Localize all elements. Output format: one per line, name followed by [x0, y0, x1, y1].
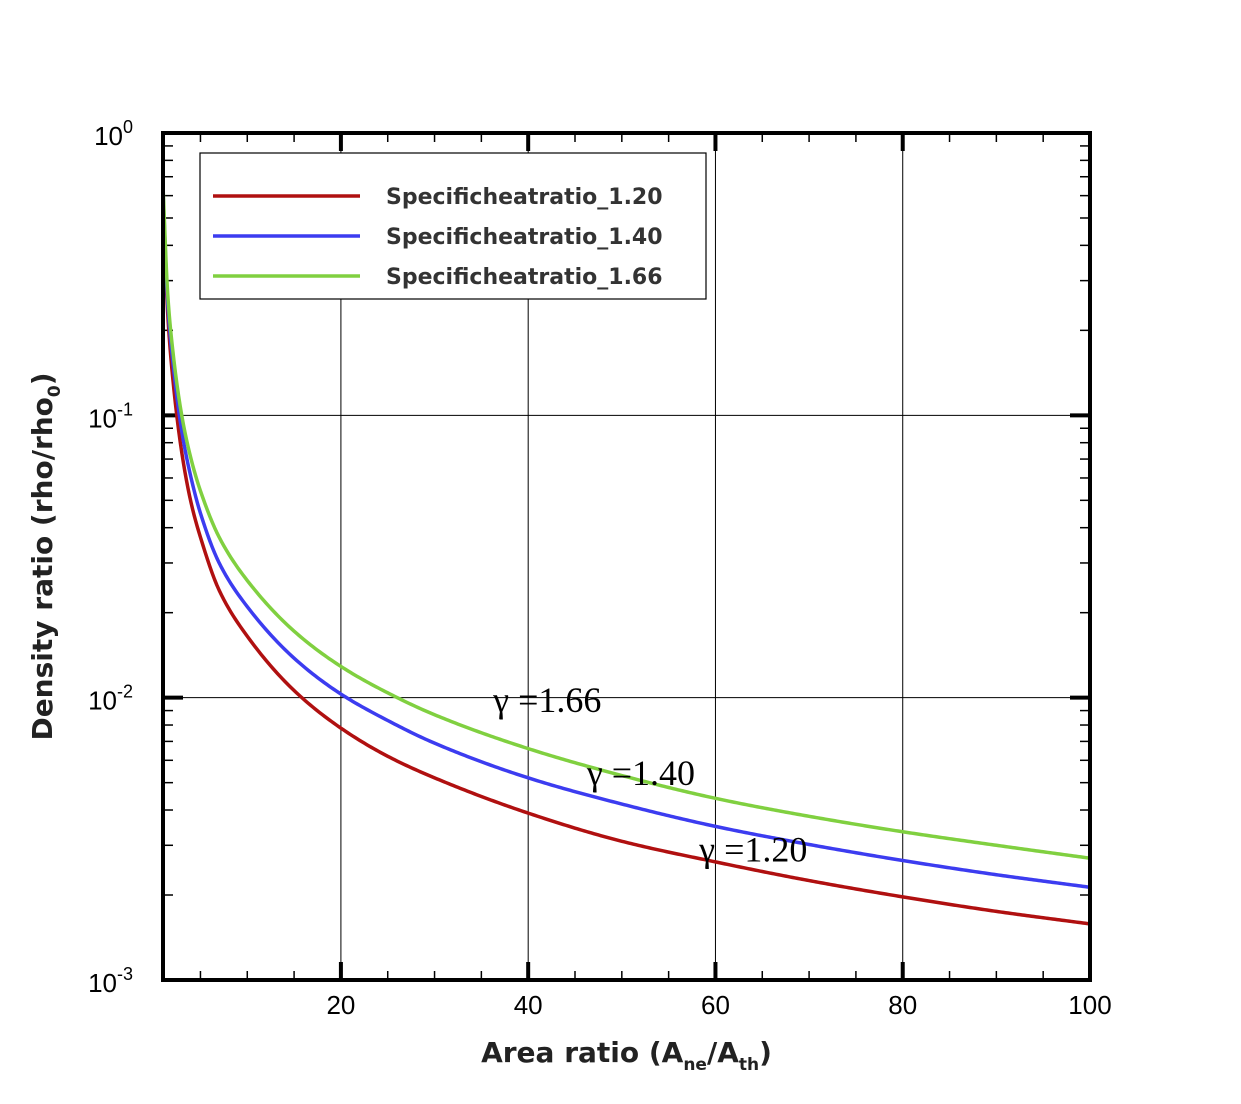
x-tick-label: 80: [888, 990, 917, 1020]
curve-annotations: γ =1.66 γ =1.40γ =1.20: [492, 680, 807, 869]
legend-label: Specificheatratio_1.20: [386, 185, 663, 210]
x-axis-title-sub2: th: [739, 1055, 759, 1075]
x-tick-label: 40: [514, 990, 543, 1020]
x-axis-title: Area ratio (Ane/Ath): [481, 1036, 772, 1075]
x-axis-title-base: Area ratio (A: [481, 1036, 684, 1069]
y-axis-title: Density ratio (rho/rho0): [26, 372, 65, 740]
x-axis-title-end: ): [759, 1036, 772, 1069]
y-tick-label: 10-3: [88, 964, 133, 998]
x-axis-title-mid: /A: [707, 1036, 739, 1069]
x-tick-labels: 20 40 60 80 100: [326, 990, 1111, 1020]
y-tick-label: 100: [94, 117, 133, 151]
y-axis-title-end: ): [26, 372, 59, 385]
legend-label: Specificheatratio_1.40: [386, 225, 663, 250]
y-tick-label: 10-1: [88, 399, 133, 433]
series-line-3: [161, 185, 1091, 860]
x-tick-label: 100: [1068, 990, 1111, 1020]
curve-annotation: γ =1.20: [698, 829, 807, 869]
series-line-2: [161, 189, 1091, 890]
series-lines: [161, 185, 1091, 926]
x-axis-title-sub1: ne: [683, 1055, 707, 1075]
series-line-1: [161, 195, 1091, 926]
curve-annotation: γ =1.40: [586, 753, 695, 793]
curve-annotation: γ =1.66: [492, 680, 601, 720]
plot-frame: [161, 131, 1092, 982]
x-tick-label: 60: [701, 990, 730, 1020]
legend-label: Specificheatratio_1.66: [386, 265, 663, 290]
x-tick-label: 20: [326, 990, 355, 1020]
legend: Specificheatratio_1.20 Specificheatratio_…: [199, 152, 707, 300]
y-axis-title-base: Density ratio (rho/rho: [26, 397, 59, 740]
y-tick-labels: 100 10-1 10-2 10-3: [88, 117, 133, 998]
y-tick-label: 10-2: [88, 682, 133, 716]
y-axis-title-sub: 0: [45, 385, 65, 397]
